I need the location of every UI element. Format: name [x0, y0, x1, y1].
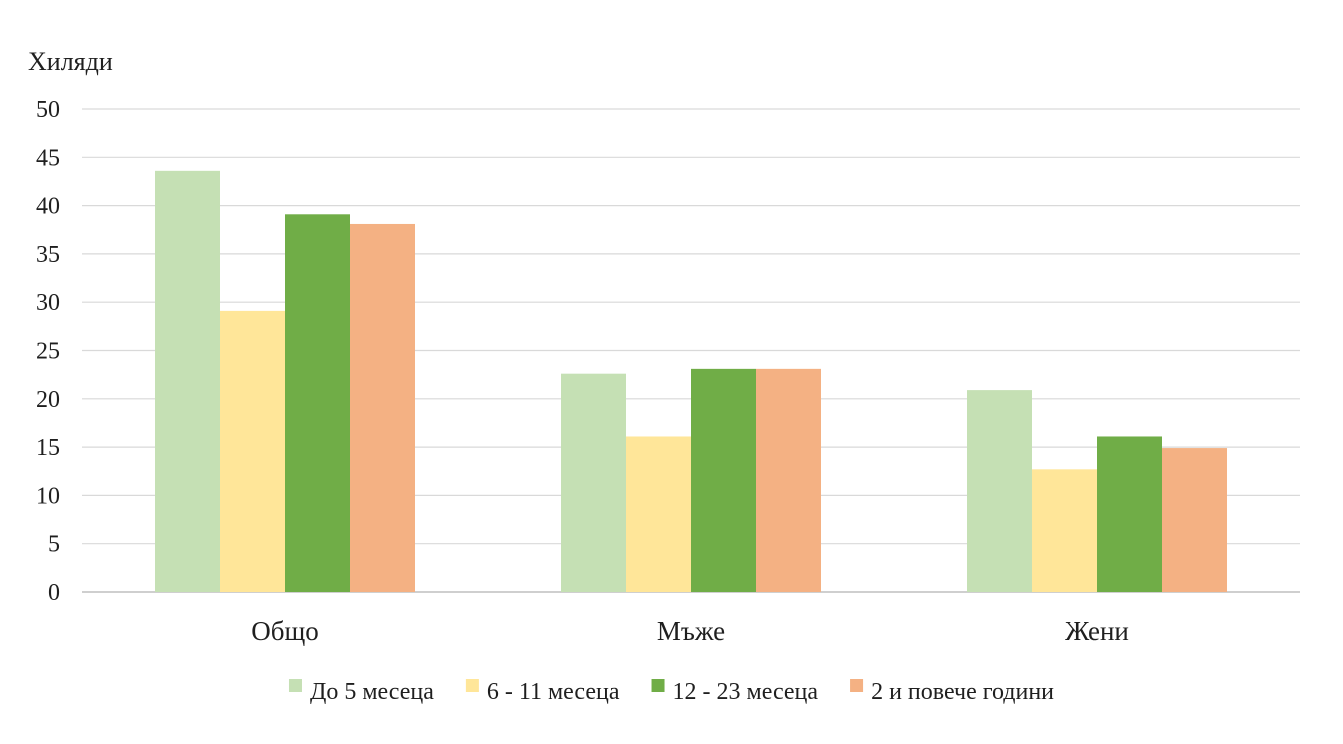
legend-swatch — [850, 679, 864, 692]
bar — [155, 170, 220, 592]
y-tick-label: 50 — [36, 97, 60, 123]
bar — [691, 368, 756, 592]
bar — [561, 373, 626, 592]
legend: До 5 месеца 6 - 11 месеца 12 - 23 месеца 2 … — [288, 679, 1054, 705]
bar — [967, 390, 1032, 592]
y-tick-label: 5 — [48, 532, 60, 558]
y-tick-label: 25 — [36, 339, 60, 365]
legend-item: 12 - 23 месеца — [651, 679, 819, 705]
x-tick-label: Мъже — [657, 616, 725, 646]
bar — [350, 223, 415, 593]
y-tick-label: 15 — [36, 435, 60, 461]
legend-label: До 5 месеца — [310, 679, 434, 705]
bar — [1032, 469, 1097, 592]
y-axis-ticks: 0 5 10 15 20 25 30 35 40 45 50 — [36, 97, 60, 606]
legend-item: 6 - 11 месеца — [465, 679, 620, 705]
y-tick-label: 10 — [36, 483, 60, 509]
bar — [285, 214, 350, 592]
y-tick-label: 40 — [36, 194, 60, 220]
x-axis-ticks: Общо Мъже Жени — [251, 616, 1129, 646]
y-tick-label: 45 — [36, 145, 60, 171]
y-tick-label: 35 — [36, 242, 60, 268]
bars — [155, 170, 1227, 593]
y-tick-label: 20 — [36, 387, 60, 413]
legend-swatch — [651, 679, 665, 692]
bar — [756, 368, 821, 592]
bar — [1162, 448, 1227, 592]
y-tick-label: 30 — [36, 290, 60, 316]
legend-label: 2 и повече години — [871, 679, 1054, 705]
legend-item: До 5 месеца — [288, 679, 434, 705]
y-tick-label: 0 — [48, 580, 60, 606]
y-axis-unit-label: Хиляди — [28, 47, 113, 76]
legend-label: 6 - 11 месеца — [487, 679, 620, 705]
legend-label: 12 - 23 месеца — [673, 679, 819, 705]
legend-item: 2 и повече години — [850, 679, 1054, 705]
x-tick-label: Общо — [251, 616, 319, 646]
legend-swatch — [288, 679, 302, 692]
bar — [1097, 436, 1162, 592]
legend-swatch — [465, 679, 479, 692]
x-tick-label: Жени — [1065, 616, 1129, 646]
bar — [220, 310, 285, 592]
bar — [626, 436, 691, 592]
